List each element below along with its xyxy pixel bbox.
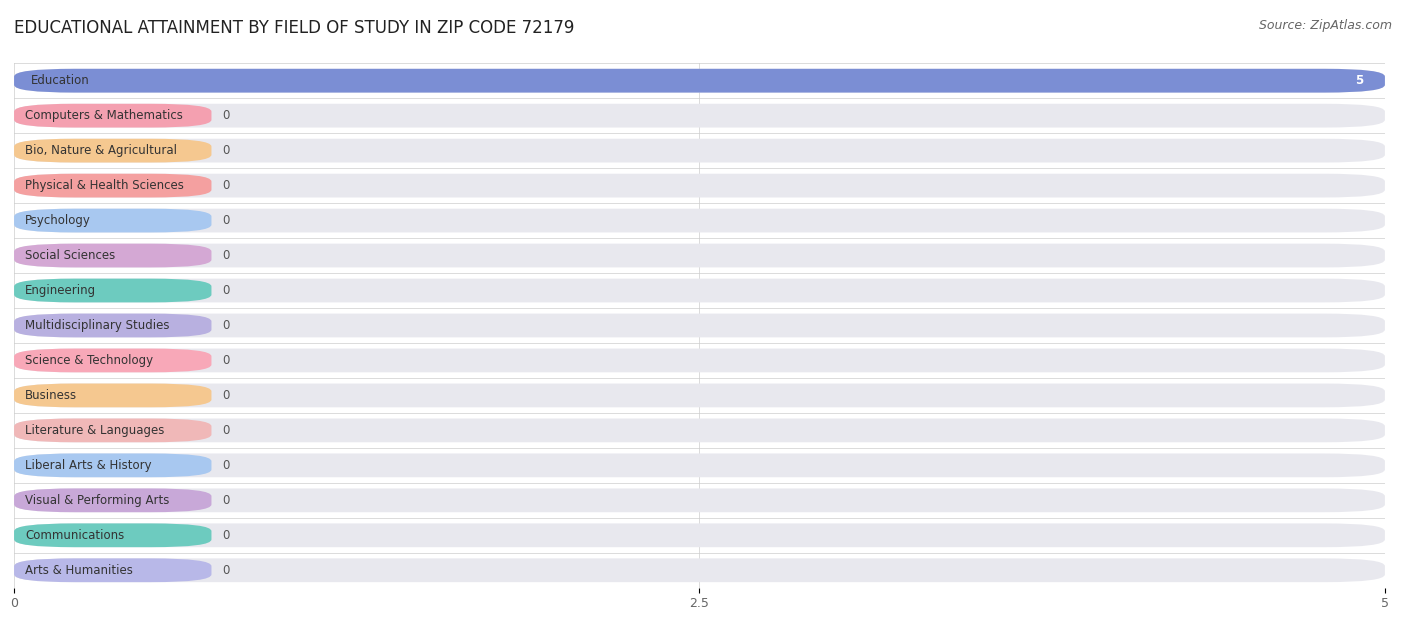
Text: 0: 0	[222, 319, 229, 332]
Text: Source: ZipAtlas.com: Source: ZipAtlas.com	[1258, 19, 1392, 32]
Text: 0: 0	[222, 284, 229, 297]
Text: 0: 0	[222, 144, 229, 157]
FancyBboxPatch shape	[14, 104, 1385, 128]
FancyBboxPatch shape	[14, 454, 1385, 477]
Text: Visual & Performing Arts: Visual & Performing Arts	[25, 494, 169, 507]
FancyBboxPatch shape	[14, 279, 1385, 302]
Text: 0: 0	[222, 424, 229, 437]
Text: Business: Business	[25, 389, 77, 402]
Text: Education: Education	[31, 74, 89, 87]
Text: Physical & Health Sciences: Physical & Health Sciences	[25, 179, 184, 192]
Text: 0: 0	[222, 109, 229, 122]
Text: Social Sciences: Social Sciences	[25, 249, 115, 262]
FancyBboxPatch shape	[14, 313, 211, 337]
FancyBboxPatch shape	[14, 174, 1385, 197]
FancyBboxPatch shape	[14, 454, 211, 477]
Text: Literature & Languages: Literature & Languages	[25, 424, 165, 437]
FancyBboxPatch shape	[14, 104, 211, 128]
Text: Science & Technology: Science & Technology	[25, 354, 153, 367]
FancyBboxPatch shape	[14, 489, 211, 512]
Text: 0: 0	[222, 459, 229, 472]
Text: 5: 5	[1355, 74, 1362, 87]
Text: Liberal Arts & History: Liberal Arts & History	[25, 459, 152, 472]
FancyBboxPatch shape	[14, 244, 1385, 267]
FancyBboxPatch shape	[14, 559, 1385, 582]
Text: 0: 0	[222, 214, 229, 227]
Text: Engineering: Engineering	[25, 284, 96, 297]
Text: Bio, Nature & Agricultural: Bio, Nature & Agricultural	[25, 144, 177, 157]
Text: 0: 0	[222, 529, 229, 542]
Text: Communications: Communications	[25, 529, 124, 542]
FancyBboxPatch shape	[14, 349, 211, 372]
FancyBboxPatch shape	[14, 174, 211, 197]
Text: 0: 0	[222, 564, 229, 577]
Text: 0: 0	[222, 389, 229, 402]
Text: EDUCATIONAL ATTAINMENT BY FIELD OF STUDY IN ZIP CODE 72179: EDUCATIONAL ATTAINMENT BY FIELD OF STUDY…	[14, 19, 575, 37]
FancyBboxPatch shape	[14, 559, 211, 582]
FancyBboxPatch shape	[14, 384, 1385, 407]
FancyBboxPatch shape	[14, 69, 1385, 92]
FancyBboxPatch shape	[14, 279, 211, 302]
FancyBboxPatch shape	[14, 349, 1385, 372]
FancyBboxPatch shape	[14, 69, 1385, 92]
Text: Arts & Humanities: Arts & Humanities	[25, 564, 134, 577]
Text: Computers & Mathematics: Computers & Mathematics	[25, 109, 183, 122]
FancyBboxPatch shape	[14, 418, 211, 442]
FancyBboxPatch shape	[14, 313, 1385, 337]
FancyBboxPatch shape	[14, 209, 211, 233]
Text: 0: 0	[222, 354, 229, 367]
FancyBboxPatch shape	[14, 209, 1385, 233]
FancyBboxPatch shape	[14, 384, 211, 407]
FancyBboxPatch shape	[14, 523, 211, 547]
FancyBboxPatch shape	[14, 139, 1385, 162]
Text: Psychology: Psychology	[25, 214, 91, 227]
FancyBboxPatch shape	[14, 244, 211, 267]
FancyBboxPatch shape	[14, 523, 1385, 547]
Text: 0: 0	[222, 494, 229, 507]
Text: 0: 0	[222, 179, 229, 192]
Text: Multidisciplinary Studies: Multidisciplinary Studies	[25, 319, 170, 332]
FancyBboxPatch shape	[14, 139, 211, 162]
FancyBboxPatch shape	[14, 418, 1385, 442]
Text: 0: 0	[222, 249, 229, 262]
FancyBboxPatch shape	[14, 489, 1385, 512]
